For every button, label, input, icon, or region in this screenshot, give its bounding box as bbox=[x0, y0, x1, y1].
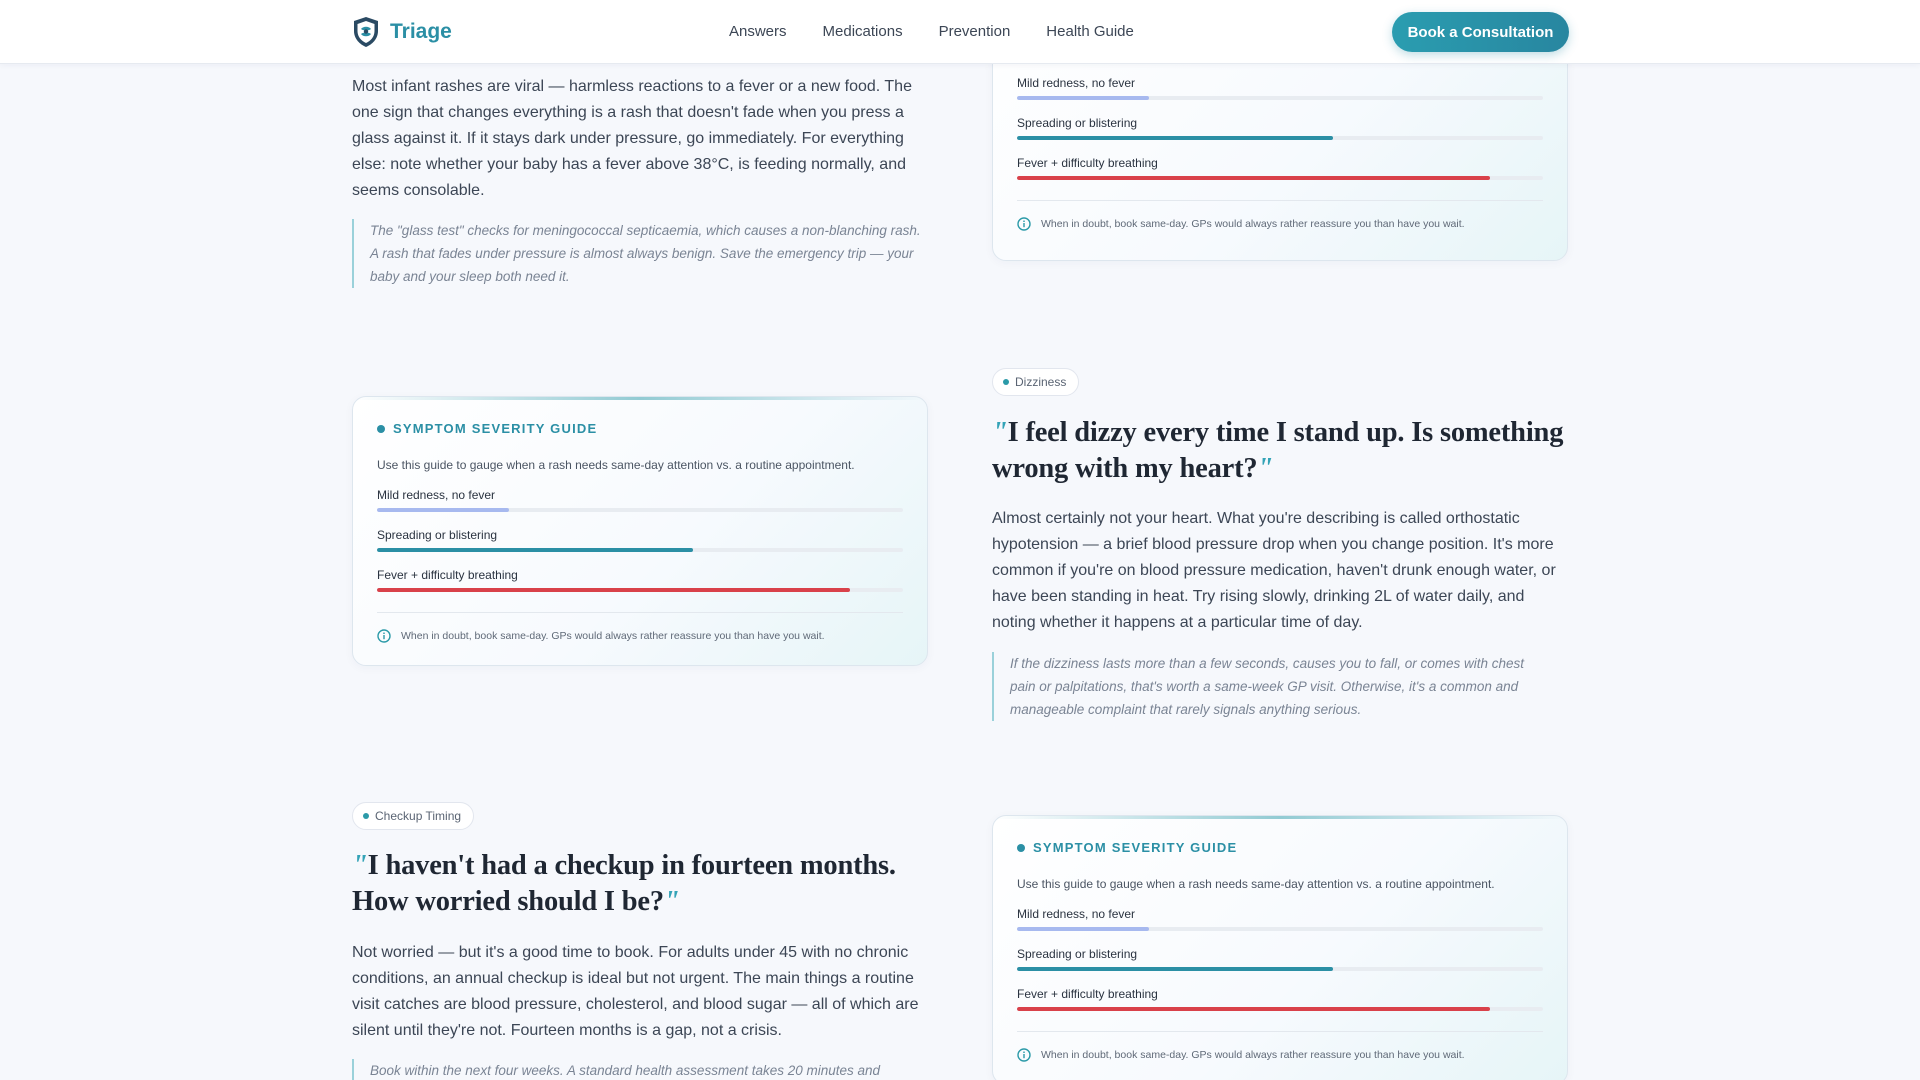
shield-logo-icon bbox=[354, 17, 378, 47]
rash-note-quote: The "glass test" checks for meningococca… bbox=[352, 219, 927, 288]
severity-level-moderate: Spreading or blistering bbox=[377, 528, 903, 552]
severity-level-severe: Fever + difficulty breathing bbox=[377, 568, 903, 592]
severity-guide-card: SYMPTOM SEVERITY GUIDE Use this guide to… bbox=[352, 396, 928, 666]
checkup-answer-text: Not worried — but it's a good time to bo… bbox=[352, 944, 919, 1039]
severity-level-severe: Fever + difficulty breathing bbox=[1017, 987, 1543, 1011]
severity-label: Mild redness, no fever bbox=[1017, 907, 1136, 921]
severity-guide-footer: When in doubt, book same-day. GPs would … bbox=[1017, 200, 1543, 231]
severity-label: Mild redness, no fever bbox=[1017, 76, 1136, 90]
nav-link-answers[interactable]: Answers bbox=[729, 23, 787, 40]
severity-level-mild: Mild redness, no fever bbox=[377, 488, 903, 512]
severity-guide-title: SYMPTOM SEVERITY GUIDE bbox=[377, 421, 903, 436]
severity-bar-fill bbox=[377, 588, 851, 592]
severity-label: Mild redness, no fever bbox=[377, 488, 496, 502]
severity-bar-track bbox=[377, 588, 903, 592]
logo[interactable]: Triage bbox=[352, 16, 452, 48]
severity-guide-title: SYMPTOM SEVERITY GUIDE bbox=[1017, 840, 1543, 855]
info-icon bbox=[1017, 217, 1031, 231]
book-consultation-button[interactable]: Book a Consultation bbox=[1392, 12, 1569, 52]
severity-label: Spreading or blistering bbox=[1017, 947, 1138, 961]
checkup-note-quote: Book within the next four weeks. A stand… bbox=[352, 1059, 932, 1080]
top-nav-bar: Triage Answers Medications Prevention He… bbox=[0, 0, 1920, 64]
nav-link-prevention[interactable]: Prevention bbox=[938, 23, 1011, 40]
severity-bar-track bbox=[1017, 136, 1543, 140]
severity-bar-fill bbox=[1017, 1007, 1491, 1011]
severity-label: Fever + difficulty breathing bbox=[1017, 987, 1158, 1001]
logo-text: Triage bbox=[390, 20, 452, 43]
nav-link-medications[interactable]: Medications bbox=[822, 23, 903, 40]
severity-level-severe: Fever + difficulty breathing bbox=[1017, 156, 1543, 180]
main-nav: Answers Medications Prevention Health Gu… bbox=[729, 23, 1170, 40]
close-quote-mark: " bbox=[663, 886, 680, 917]
open-quote-mark: " bbox=[352, 850, 368, 881]
severity-level-moderate: Spreading or blistering bbox=[1017, 947, 1543, 971]
tag-dot-icon bbox=[1003, 379, 1009, 385]
severity-level-mild: Mild redness, no fever bbox=[1017, 907, 1543, 931]
title-dot-icon bbox=[1017, 843, 1025, 852]
dizziness-question: "I feel dizzy every time I stand up. Is … bbox=[992, 417, 1564, 484]
severity-bar-track bbox=[1017, 96, 1543, 100]
severity-label: Spreading or blistering bbox=[377, 528, 498, 542]
severity-level-moderate: Spreading or blistering bbox=[1017, 116, 1543, 140]
severity-level-mild: Mild redness, no fever bbox=[1017, 76, 1543, 100]
info-icon bbox=[1017, 1048, 1031, 1062]
open-quote-mark: " bbox=[992, 417, 1008, 448]
nav-link-health-guide[interactable]: Health Guide bbox=[1046, 23, 1134, 40]
tag-dot-icon bbox=[363, 813, 369, 819]
info-icon bbox=[377, 629, 391, 643]
severity-bar-track bbox=[1017, 967, 1543, 971]
close-quote-mark: " bbox=[1257, 453, 1274, 484]
topic-tag-checkup-timing[interactable]: Checkup Timing bbox=[352, 802, 475, 830]
severity-label: Spreading or blistering bbox=[1017, 116, 1138, 130]
topic-tag-dizziness[interactable]: Dizziness bbox=[992, 368, 1080, 396]
severity-guide-description: Use this guide to gauge when a rash need… bbox=[377, 458, 855, 472]
severity-label: Fever + difficulty breathing bbox=[1017, 156, 1158, 170]
severity-bar-track bbox=[377, 548, 903, 552]
severity-bar-track bbox=[377, 508, 903, 512]
severity-bar-fill bbox=[1017, 927, 1149, 931]
severity-bar-fill bbox=[1017, 136, 1333, 140]
severity-bar-track bbox=[1017, 1007, 1543, 1011]
checkup-question: "I haven't had a checkup in fourteen mon… bbox=[352, 850, 896, 917]
severity-bar-fill bbox=[377, 508, 509, 512]
severity-guide-card: SYMPTOM SEVERITY GUIDE Use this guide to… bbox=[992, 815, 1568, 1080]
title-dot-icon bbox=[377, 424, 385, 433]
severity-guide-footer: When in doubt, book same-day. GPs would … bbox=[377, 612, 903, 643]
severity-bar-fill bbox=[1017, 967, 1333, 971]
severity-label: Fever + difficulty breathing bbox=[377, 568, 518, 582]
severity-bar-track bbox=[1017, 927, 1543, 931]
severity-bar-fill bbox=[377, 548, 693, 552]
rash-answer-text: Most infant rashes are viral — harmless … bbox=[352, 78, 912, 199]
dizziness-answer-text: Almost certainly not your heart. What yo… bbox=[992, 510, 1556, 631]
severity-bar-fill bbox=[1017, 96, 1149, 100]
severity-bar-fill bbox=[1017, 176, 1491, 180]
severity-guide-footer: When in doubt, book same-day. GPs would … bbox=[1017, 1031, 1543, 1062]
dizziness-note-quote: If the dizziness lasts more than a few s… bbox=[992, 652, 1552, 721]
severity-guide-description: Use this guide to gauge when a rash need… bbox=[1017, 877, 1495, 891]
severity-bar-track bbox=[1017, 176, 1543, 180]
